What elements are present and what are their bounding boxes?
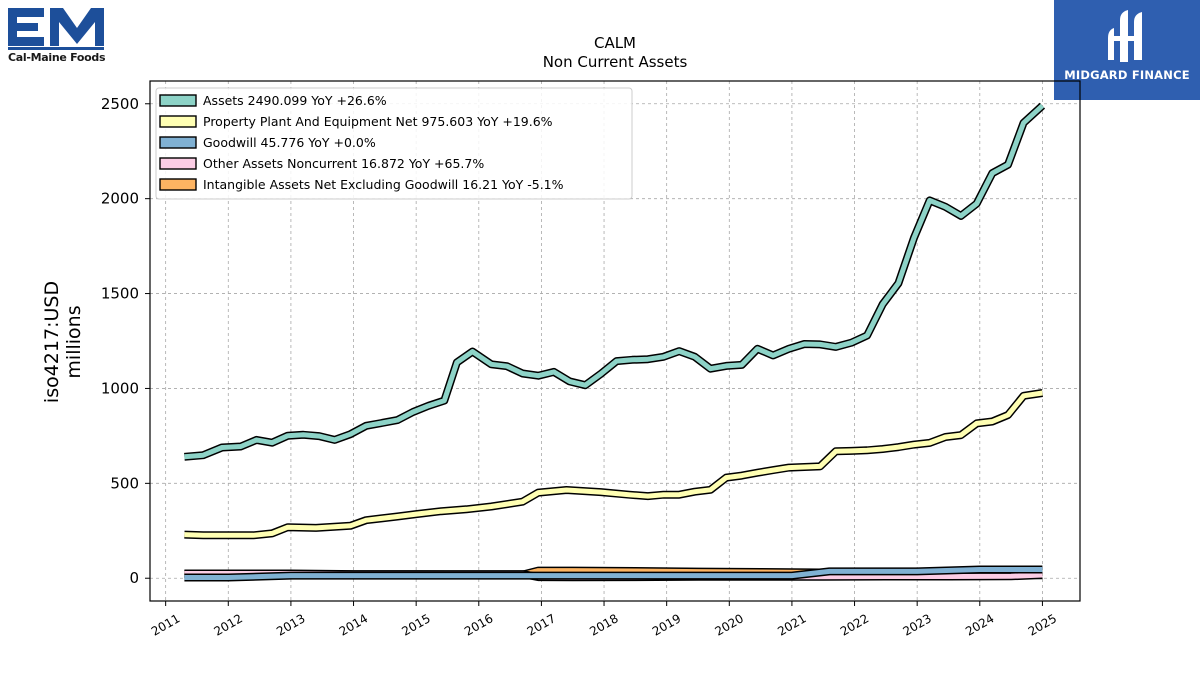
x-tick-label: 2011: [149, 611, 182, 638]
x-tick-label: 2023: [900, 611, 933, 638]
legend-swatch: [159, 136, 197, 149]
y-tick-label: 2000: [101, 190, 139, 208]
x-tick-label: 2014: [337, 611, 370, 638]
cal-maine-em-mark-icon: [8, 8, 104, 50]
x-tick-label: 2012: [212, 611, 245, 638]
x-tick-label: 2020: [713, 611, 746, 638]
x-tick-label: 2024: [963, 611, 996, 638]
legend-box: [155, 87, 633, 200]
x-tick-label: 2021: [775, 611, 808, 638]
cal-maine-logo-text: Cal-Maine Foods: [8, 51, 106, 64]
x-tick-label: 2013: [274, 611, 307, 638]
legend-swatch: [159, 157, 197, 170]
legend-entry: Property Plant And Equipment Net 975.603…: [203, 114, 553, 129]
y-axis-label: iso4217:USD millions: [41, 281, 85, 403]
y-tick-label: 1500: [101, 285, 139, 303]
legend-swatch: [159, 178, 197, 191]
y-tick-label: 0: [129, 569, 139, 587]
midgard-finance-logo: MIDGARD FINANCE: [1054, 0, 1200, 100]
y-tick-label: 500: [110, 474, 139, 492]
x-tick-label: 2019: [650, 611, 683, 638]
y-axis-label-line-2: millions: [63, 305, 85, 378]
x-tick-label: 2016: [462, 611, 495, 638]
legend: Assets 2490.099 YoY +26.6% Property Plant…: [155, 87, 633, 200]
y-axis-label-line-1: iso4217:USD: [41, 281, 63, 403]
legend-swatch: [159, 115, 197, 128]
legend-entry: Other Assets Noncurrent 16.872 YoY +65.7…: [203, 156, 484, 171]
legend-entry: Intangible Assets Net Excluding Goodwill…: [203, 177, 564, 192]
legend-entry: Assets 2490.099 YoY +26.6%: [203, 93, 387, 108]
x-tick-label: 2015: [399, 611, 432, 638]
x-tick-label: 2017: [525, 611, 558, 638]
series-outline: [184, 389, 1043, 540]
series-line: [184, 103, 1045, 460]
plot-frame: [149, 80, 1081, 602]
series-line: [184, 567, 1043, 580]
y-tick-label: 2500: [101, 95, 139, 113]
x-tick-label: 2022: [838, 611, 871, 638]
chart-title: CALM: [594, 34, 636, 52]
cal-maine-logo: Cal-Maine Foods: [6, 4, 110, 68]
midgard-finance-mark-icon: [1108, 10, 1142, 62]
x-tick-label: 2018: [587, 611, 620, 638]
y-tick-label: 1000: [101, 379, 139, 397]
x-tick-label: 2025: [1026, 611, 1059, 638]
series-layer: [184, 102, 1046, 582]
chart-subtitle: Non Current Assets: [543, 53, 688, 71]
series-line: [184, 390, 1043, 538]
legend-entry: Goodwill 45.776 YoY +0.0%: [203, 135, 376, 150]
midgard-finance-logo-text: MIDGARD FINANCE: [1064, 68, 1190, 82]
legend-swatch: [159, 94, 197, 107]
